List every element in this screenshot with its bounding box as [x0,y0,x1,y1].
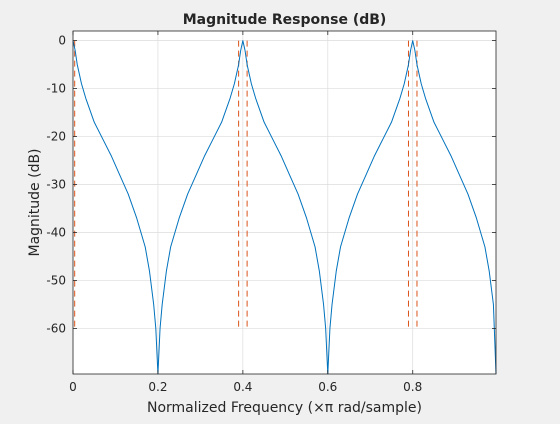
y-tick-label: -50 [46,273,66,287]
axes-box [72,30,497,375]
y-tick-label: -40 [46,225,66,239]
y-tick-label: 0 [58,34,66,48]
x-axis-label: Normalized Frequency (×π rad/sample) [147,400,422,416]
y-tick-label: -60 [46,321,66,335]
magnitude-response-line [72,40,497,375]
chart-title: Magnitude Response (dB) [183,12,387,28]
x-tick-label: 0 [69,380,77,394]
axes-background [73,31,496,374]
y-tick-label: -10 [46,82,66,96]
series-layer [72,40,497,375]
x-tick-label: 0.2 [148,380,167,394]
y-tick-label: -20 [46,130,66,144]
grid-layer [72,31,496,374]
y-tick-label: -30 [46,178,66,192]
x-tick-label: 0.4 [233,380,252,394]
y-axis-label: Magnitude (dB) [27,148,43,256]
x-tick-label: 0.8 [403,380,422,394]
tick-layer: 0 0.2 0.4 0.6 0.8 0 -10 -20 -30 -40 -50 -60 [46,31,496,394]
x-tick-label: 0.6 [318,380,337,394]
